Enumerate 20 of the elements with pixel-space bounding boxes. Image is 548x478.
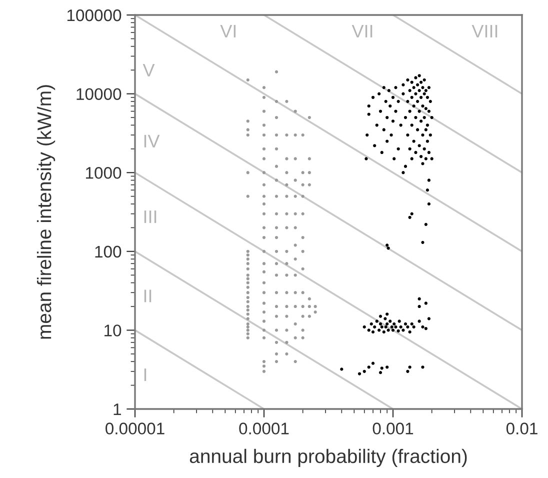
y-tick-label: 1 <box>114 404 121 416</box>
annotation: II <box>144 290 152 302</box>
y-tick-label: 100000 <box>67 9 122 22</box>
y-tick-label: 1000 <box>86 167 122 179</box>
annotation: III <box>144 210 156 223</box>
y-tick-label: 100 <box>95 246 122 258</box>
x-tick-label: 0.01 <box>506 422 538 434</box>
x-axis-title: annual burn probability (fraction) <box>190 448 467 467</box>
x-tick-label: 0.001 <box>372 422 414 434</box>
annotation: VII <box>352 24 372 38</box>
y-axis-title: mean fireline intensity (kW/m) <box>36 85 56 339</box>
y-tick-label: 10 <box>104 324 122 336</box>
annotation: I <box>144 368 146 381</box>
annotation: VI <box>220 24 236 38</box>
annotation: IV <box>144 134 160 148</box>
x-tick-label: 0.0001 <box>239 422 289 434</box>
annotation: VIII <box>472 24 498 38</box>
x-tick-label: 0.00001 <box>106 422 164 434</box>
annotation: V <box>142 64 155 76</box>
y-tick-label: 10000 <box>76 88 122 100</box>
